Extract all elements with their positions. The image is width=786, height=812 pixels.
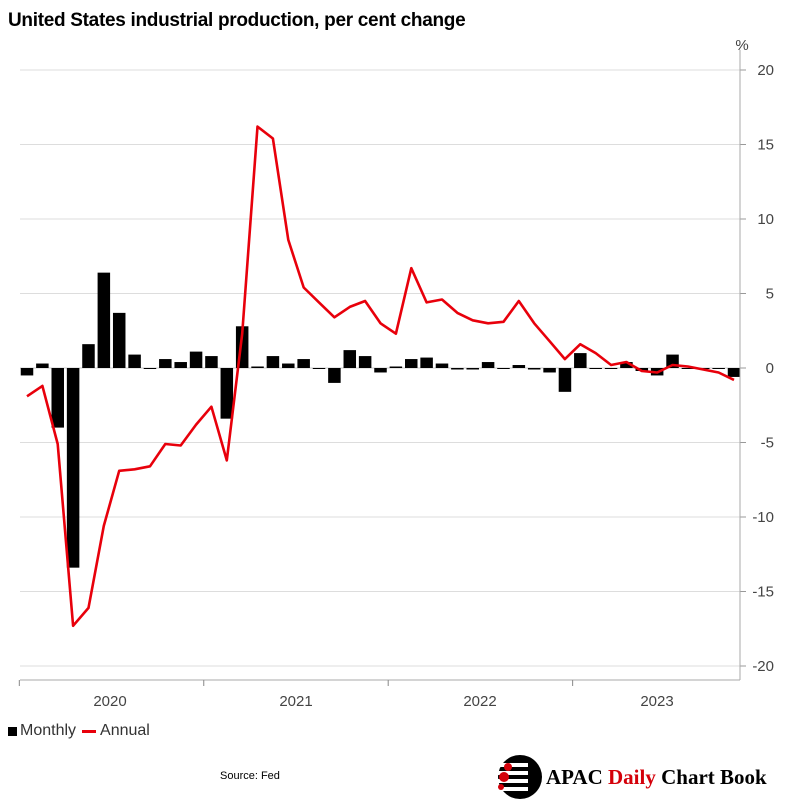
monthly-bar [451,368,464,370]
legend-label-annual: Annual [100,722,150,739]
monthly-bar [97,272,111,368]
y-tick-label: 15 [757,137,774,154]
monthly-bar [266,356,280,368]
y-tick-label: -10 [752,509,774,526]
monthly-bar [635,368,649,371]
monthly-bar [82,344,95,368]
monthly-bar [374,368,387,373]
monthly-bar [574,353,587,368]
brand-emblem-icon [498,755,542,799]
monthly-bar [174,362,187,368]
x-tick-label: 2022 [463,693,496,710]
annual-line [26,125,735,628]
x-tick-label: 2023 [640,693,673,710]
chart-plot: 20 15 10 5 0 -5 -10 -15 -20 2020 2021 2022 2023 % [18,37,774,710]
monthly-bar [112,312,126,368]
monthly-bar [343,350,357,368]
monthly-bar [604,368,618,369]
x-tick-label: 2021 [279,693,312,710]
monthly-bar [389,366,403,368]
monthly-bar [435,363,449,368]
monthly-bar [128,354,141,368]
y-tick-label: -5 [761,435,774,452]
y-tick-label: 20 [757,62,774,79]
monthly-bar [189,351,203,368]
monthly-bar [251,366,264,368]
monthly-bar [159,359,172,368]
monthly-bar [589,368,602,369]
monthly-bar [727,368,741,377]
y-tick-label: 10 [757,211,774,228]
monthly-bar [420,357,433,368]
x-tick-label: 2020 [93,693,126,710]
y-tick-label: -15 [752,584,774,601]
y-tick-label: 0 [766,360,774,377]
brand-part2: Daily [608,764,656,789]
source-note: Source: Fed [220,770,280,782]
monthly-bars [20,272,741,568]
legend: Monthly Annual [8,722,156,740]
monthly-bar [312,368,326,369]
monthly-bar [543,368,556,373]
monthly-bar [66,368,80,568]
monthly-bar [466,368,479,370]
monthly-bar [512,365,526,368]
brand-logo: APAC Daily Chart Book [490,750,767,804]
legend-item-annual: Annual [82,722,150,740]
monthly-bar [497,368,510,369]
monthly-bar [205,356,218,368]
brand-text: APAC Daily Chart Book [546,765,767,790]
annual-series-line [26,125,735,628]
chart-title: United States industrial production, per… [8,10,466,31]
y-unit-label: % [735,37,748,54]
monthly-bar [527,368,541,370]
monthly-bar [20,368,34,376]
monthly-bar [220,368,234,419]
monthly-bar [712,368,725,369]
x-axis: 2020 2021 2022 2023 [18,679,740,710]
monthly-bar [558,368,572,392]
monthly-bar [358,356,372,368]
brand-part1: APAC [546,764,603,789]
brand-part3: Chart Book [661,764,767,789]
monthly-bar [405,359,418,368]
legend-swatch-annual [82,729,97,733]
monthly-bar [282,363,295,368]
legend-label-monthly: Monthly [20,722,77,739]
y-tick-label: -20 [752,658,774,675]
legend-swatch-monthly [8,726,17,736]
monthly-bar [36,363,49,368]
monthly-bar [51,368,64,428]
y-tick-label: 5 [766,286,774,303]
monthly-bar [681,368,695,369]
legend-item-monthly: Monthly [8,722,76,740]
monthly-bar [620,362,633,368]
monthly-bar [297,359,310,368]
monthly-bar [143,368,157,369]
monthly-bar [328,368,341,383]
monthly-bar [481,362,495,368]
y-axis: 20 15 10 5 0 -5 -10 -15 -20 [739,50,774,680]
